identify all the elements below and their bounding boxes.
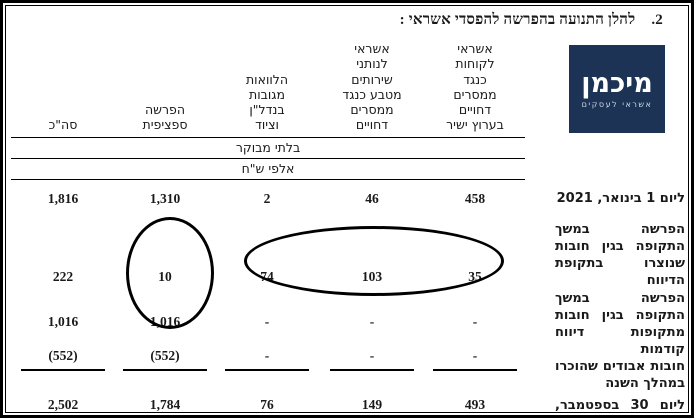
value-cell: 1,016 — [149, 313, 181, 329]
unaudited-note: בלתי מבוקר — [11, 137, 525, 159]
column-subtotal-line — [123, 369, 207, 372]
column-header-direct-channel: אשראי לקוחות כנגד ממסרים דחויים בערוץ יש… — [425, 33, 525, 138]
column-header-currency-services: אשראי לנותני שירותים מטבע כנגד ממסרים דח… — [319, 33, 425, 138]
column-subtotal-line — [21, 369, 105, 372]
section-title: 2. להלן התנועה בהפרשה להפסדי אשראי : — [400, 12, 663, 29]
units-row: אלפי ש"ח — [11, 158, 691, 180]
table-row-bad-debts: - - - (552) (552) — [11, 342, 691, 392]
header-row: אשראי לקוחות כנגד ממסרים דחויים בערוץ יש… — [11, 33, 691, 138]
value-cell: - — [215, 342, 319, 392]
value-cell: 35 — [468, 269, 482, 285]
column-subtotal-line — [433, 369, 517, 372]
value-cell: 1,016 — [47, 313, 79, 329]
row-labels-block: הפרשה במשך התקופה בגין חובות שנוצרו בתקו… — [525, 219, 691, 393]
logo-brand-text: מיכמן — [581, 67, 653, 99]
total-cell: 2,502 — [47, 396, 79, 412]
total-cell: 493 — [464, 396, 486, 412]
value-cell: 222 — [52, 269, 74, 285]
value-cell: - — [264, 313, 270, 329]
table-row-provision-new-debts: הפרשה במשך התקופה בגין חובות שנוצרו בתקו… — [11, 219, 691, 391]
units-note: אלפי ש"ח — [11, 158, 525, 180]
value-cell: 1,310 — [149, 191, 181, 207]
unaudited-row: בלתי מבוקר — [11, 137, 691, 159]
header-spacer — [525, 33, 691, 137]
row-label: ליום 1 בינואר, 2021 — [556, 191, 685, 207]
column-header-specific-provision: הפרשה ספציפית — [115, 33, 215, 138]
section-number: 2. — [651, 12, 663, 28]
value-cell: 458 — [464, 191, 486, 207]
value-cell: - — [319, 342, 425, 392]
row-label: הפרשה במשך התקופה בגין חובות מתקופות דיו… — [555, 290, 685, 358]
table-row-closing-balance: ליום 30 בספטמבר, 2021 493 149 76 1,784 2… — [11, 393, 691, 415]
column-subtotal-line — [225, 369, 309, 372]
column-header-backed-loans: הלוואות מגובות בנדל"ן וציוד — [215, 33, 319, 138]
total-cell: 76 — [260, 396, 274, 412]
total-cell: 1,784 — [149, 396, 181, 412]
spacer-cell — [525, 158, 691, 179]
row-label: ליום 30 בספטמבר, 2021 — [555, 397, 685, 415]
michman-logo: מיכמן אשראי לעסקים — [569, 45, 665, 133]
logo-tagline-text: אשראי לעסקים — [581, 99, 653, 109]
credit-loss-provision-table: אשראי לקוחות כנגד ממסרים דחויים בערוץ יש… — [11, 33, 691, 415]
value-cell: (552) — [115, 342, 215, 392]
section-title-text: להלן התנועה בהפרשה להפסדי אשראי : — [399, 12, 636, 28]
value-cell: 46 — [365, 191, 379, 207]
column-subtotal-line — [330, 369, 414, 372]
value-cell: 1,816 — [47, 191, 79, 207]
value-cell: (552) — [11, 342, 115, 392]
value-cell: - — [369, 313, 375, 329]
total-cell: 149 — [361, 396, 383, 412]
row-label: חובות אבודים שהוכרו במהלך השנה — [555, 359, 685, 392]
table-row-provision-prior-debts: - - - 1,016 1,016 — [11, 301, 691, 342]
row-label: הפרשה במשך התקופה בגין חובות שנוצרו בתקו… — [555, 222, 685, 289]
value-cell: 74 — [260, 269, 274, 285]
value-cell: 10 — [158, 269, 172, 285]
column-header-total: סה"כ — [11, 33, 115, 138]
table-row-opening-balance: ליום 1 בינואר, 2021 458 46 2 1,310 1,816 — [11, 179, 691, 219]
value-cell: - — [425, 342, 525, 392]
value-cell: 2 — [263, 191, 271, 207]
value-cell: - — [472, 313, 478, 329]
spacer-cell — [525, 137, 691, 158]
value-cell: 103 — [361, 269, 383, 285]
